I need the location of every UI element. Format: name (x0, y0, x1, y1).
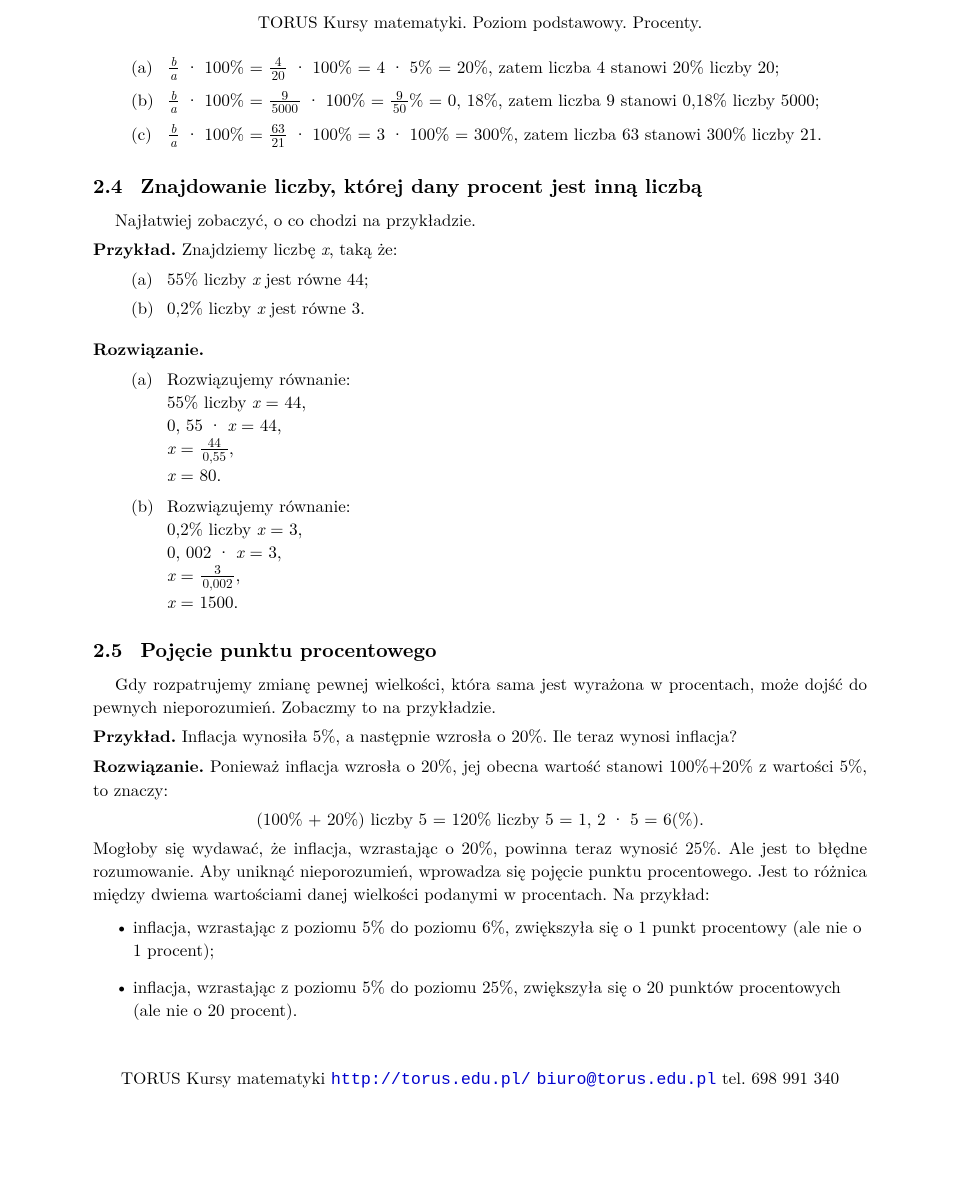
section-num: 2.4 (93, 170, 122, 199)
solution-1-lead: Rozwiązanie. (93, 337, 867, 361)
example-body: Inflacja wynosiła 5%, a następnie wzrosł… (176, 723, 737, 747)
label-b: (b) (131, 494, 167, 613)
frac-den: 0,55 (201, 450, 228, 463)
example-body: Znajdziemy liczbę x, taką że: (176, 236, 397, 260)
page-footer: TORUS Kursy matematyki http://torus.edu.… (93, 1066, 867, 1092)
section-2-5-heading: 2.5 Pojęcie punktu procentowego (93, 635, 867, 662)
solution-lead: Rozwiązanie. (93, 337, 204, 361)
example-1-list: (a) 55% liczby x jest równe 44; (b) 0,2%… (93, 267, 867, 319)
example-1: Przykład. Znajdziemy liczbę x, taką że: (93, 237, 867, 261)
label-a: (a) (131, 367, 167, 486)
solution-body: Ponieważ inflacja wzrosła o 20%, jej obe… (93, 753, 867, 801)
label-b: (b) (131, 88, 167, 115)
frac-den: 20 (270, 69, 286, 82)
solution-1-list: (a) Rozwiązujemy równanie: 55% liczby x … (93, 367, 867, 613)
content-a: Rozwiązujemy równanie: 55% liczby x = 44… (167, 367, 867, 486)
footer-tel-label: tel. (716, 1065, 751, 1089)
section-24-intro: Najłatwiej zobaczyć, o co chodzi na przy… (93, 208, 867, 231)
solution-2-equation: (100% + 20%) liczby 5 = 120% liczby 5 = … (93, 807, 867, 830)
line: Rozwiązujemy równanie: (167, 493, 351, 517)
content-b: ba · 100% = 95000 · 100% = 950% = 0, 18%… (167, 88, 867, 115)
footer-tel: 698 991 340 (751, 1065, 839, 1089)
bullet-text: inflacja, wzrastając z poziomu 5% do poz… (133, 915, 867, 961)
list-item-b: (b) ba · 100% = 95000 · 100% = 950% = 0,… (131, 88, 867, 115)
bullet-item-1: • inflacja, wzrastając z poziomu 5% do p… (115, 915, 867, 961)
line: Rozwiązujemy równanie: (167, 366, 351, 390)
sol1-item-b: (b) Rozwiązujemy równanie: 0,2% liczby x… (131, 494, 867, 613)
sol1-item-a: (a) Rozwiązujemy równanie: 55% liczby x … (131, 367, 867, 486)
page-header: TORUS Kursy matematyki. Poziom podstawow… (93, 10, 867, 33)
bullet-icon: • (115, 915, 133, 961)
ex1-item-b: (b) 0,2% liczby x jest równe 3. (131, 296, 867, 319)
content-b: Rozwiązujemy równanie: 0,2% liczby x = 3… (167, 494, 867, 613)
bullet-text: inflacja, wzrastając z poziomu 5% do poz… (133, 975, 867, 1021)
content-a: 55% liczby x jest równe 44; (167, 267, 867, 290)
label-a: (a) (131, 267, 167, 290)
footer-email[interactable]: biuro@torus.edu.pl (536, 1071, 716, 1090)
section-2-4-heading: 2.4 Znajdowanie liczby, której dany proce… (93, 171, 867, 198)
frac-den: 21 (270, 136, 286, 149)
example-lead: Przykład. (93, 237, 176, 261)
label-a: (a) (131, 55, 167, 82)
content-c: ba · 100% = 6321 · 100% = 3 · 100% = 300… (167, 122, 867, 149)
bullet-icon: • (115, 975, 133, 1021)
list-abc: (a) ba · 100% = 420 · 100% = 4 · 5% = 20… (93, 55, 867, 149)
frac-den: 5000 (270, 102, 300, 115)
page-body: TORUS Kursy matematyki. Poziom podstawow… (0, 0, 960, 1152)
content-b: 0,2% liczby x jest równe 3. (167, 296, 867, 319)
solution-2-p2: Mogłoby się wydawać, że inflacja, wzrast… (93, 836, 867, 905)
section-title: Pojęcie punktu procentowego (140, 634, 436, 663)
example-2: Przykład. Inflacja wynosiła 5%, a następ… (93, 724, 867, 748)
frac-den: a (169, 102, 179, 115)
section-num: 2.5 (93, 634, 122, 663)
solution-lead: Rozwiązanie. (93, 754, 204, 778)
bullet-item-2: • inflacja, wzrastając z poziomu 5% do p… (115, 975, 867, 1021)
label-b: (b) (131, 296, 167, 319)
frac-den: 50 (391, 102, 407, 115)
list-item-a: (a) ba · 100% = 420 · 100% = 4 · 5% = 20… (131, 55, 867, 82)
example-lead: Przykład. (93, 724, 176, 748)
ex1-item-a: (a) 55% liczby x jest równe 44; (131, 267, 867, 290)
solution-2: Rozwiązanie. Ponieważ inflacja wzrosła o… (93, 754, 867, 801)
label-c: (c) (131, 122, 167, 149)
footer-text: TORUS Kursy matematyki (121, 1065, 331, 1089)
content-a: ba · 100% = 420 · 100% = 4 · 5% = 20%, z… (167, 55, 867, 82)
frac-den: a (169, 136, 179, 149)
frac-den: 0,002 (201, 577, 234, 590)
frac-den: a (169, 69, 179, 82)
footer-url[interactable]: http://torus.edu.pl/ (331, 1071, 531, 1090)
section-25-p1: Gdy rozpatrujemy zmianę pewnej wielkości… (93, 672, 867, 718)
section-title: Znajdowanie liczby, której dany procent … (140, 170, 702, 199)
bullet-list: • inflacja, wzrastając z poziomu 5% do p… (115, 915, 867, 1021)
list-item-c: (c) ba · 100% = 6321 · 100% = 3 · 100% =… (131, 122, 867, 149)
